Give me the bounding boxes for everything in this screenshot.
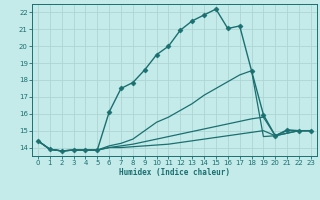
X-axis label: Humidex (Indice chaleur): Humidex (Indice chaleur) [119,168,230,177]
